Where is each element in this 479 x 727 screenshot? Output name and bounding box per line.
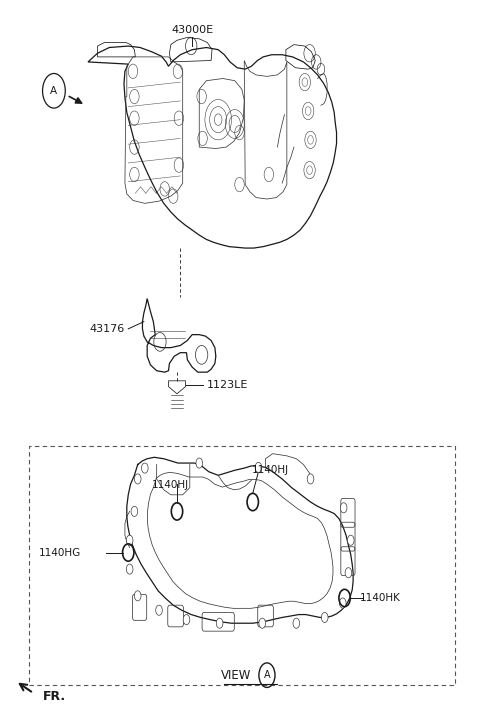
Circle shape xyxy=(196,458,203,468)
Circle shape xyxy=(156,605,162,615)
Circle shape xyxy=(126,535,133,545)
Circle shape xyxy=(217,618,223,628)
Text: VIEW: VIEW xyxy=(221,669,251,682)
Text: 1140HJ: 1140HJ xyxy=(152,480,189,490)
Circle shape xyxy=(321,612,328,622)
Text: 1140HJ: 1140HJ xyxy=(251,465,289,475)
Text: A: A xyxy=(263,670,270,680)
Text: 1140HG: 1140HG xyxy=(39,547,81,558)
Circle shape xyxy=(345,568,352,578)
Circle shape xyxy=(126,564,133,574)
Text: A: A xyxy=(50,86,57,96)
Circle shape xyxy=(141,463,148,473)
Circle shape xyxy=(131,506,137,516)
Circle shape xyxy=(183,614,190,624)
Circle shape xyxy=(255,462,262,473)
Text: 1140HK: 1140HK xyxy=(360,593,401,603)
Circle shape xyxy=(341,503,347,513)
Circle shape xyxy=(135,474,141,484)
Text: 43000E: 43000E xyxy=(171,25,213,35)
Bar xyxy=(29,446,455,685)
Circle shape xyxy=(307,474,314,484)
Text: FR.: FR. xyxy=(43,691,66,703)
Circle shape xyxy=(135,591,141,601)
Text: 1123LE: 1123LE xyxy=(206,380,248,390)
Circle shape xyxy=(293,618,300,628)
Circle shape xyxy=(340,598,346,608)
Text: 43176: 43176 xyxy=(90,324,125,334)
Circle shape xyxy=(347,535,354,545)
Circle shape xyxy=(259,618,265,628)
